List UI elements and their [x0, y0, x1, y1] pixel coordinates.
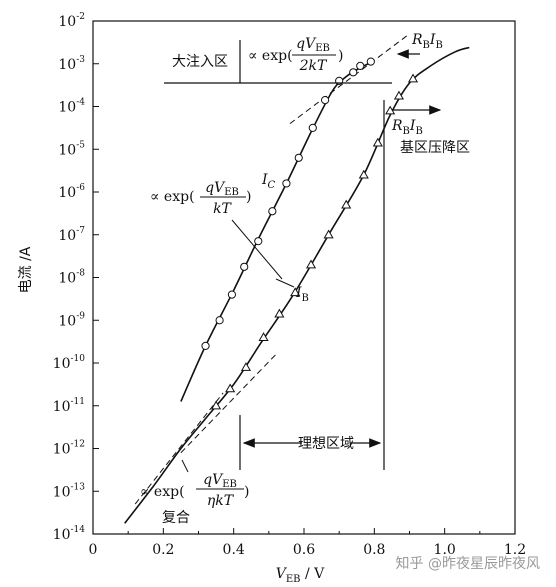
x-tick-label: 0.8 [363, 542, 385, 558]
asymptote-lines [134, 33, 410, 505]
y-tick-label: 10-2 [58, 12, 85, 30]
data-point-ic [268, 207, 277, 216]
y-tick-label: 10-4 [58, 98, 85, 116]
base-drop-label: 基区压降区 [400, 139, 470, 156]
data-point-ib [358, 169, 369, 179]
series-line-i-c [180, 60, 375, 402]
data-point-ib [407, 73, 419, 83]
data-point-ib [274, 308, 285, 318]
data-point-ic [366, 57, 375, 66]
exp-kt-num: qVEB [205, 180, 239, 198]
data-point-ib [240, 362, 252, 371]
recomb-num: qVEB [203, 472, 237, 490]
y-tick-label: 10-6 [58, 183, 85, 201]
rbib-top-label: RBIB [411, 32, 443, 51]
data-point-ic [321, 95, 330, 105]
exp-kt-formula: ∝ exp( [150, 189, 195, 205]
data-point-ic [201, 341, 210, 350]
x-axis-label: VEB / V [276, 566, 325, 585]
data-point-ib [258, 332, 269, 341]
data-point-ic [254, 237, 263, 246]
y-tick-label: 10-9 [58, 311, 85, 329]
y-tick-label: 10-10 [53, 354, 86, 372]
high-injection-formula: ∝ exp( [248, 48, 293, 64]
data-point-ic [215, 316, 224, 325]
data-point-ic [308, 123, 317, 132]
data-point-ic [240, 262, 249, 271]
watermark: 知乎 @昨夜星辰昨夜风 [396, 555, 540, 572]
y-tick-label: 10-14 [53, 525, 86, 543]
x-tick-label: 0.6 [293, 542, 315, 558]
data-point-ic [227, 290, 237, 299]
exp-kt-den: kT [213, 201, 232, 217]
y-axis-label: 电流 /A [18, 246, 34, 293]
data-point-ib [290, 287, 301, 297]
y-tick-label: 10-11 [53, 397, 85, 415]
recomb-close: ) [244, 484, 249, 500]
asymptote-recombination [134, 392, 224, 505]
y-tick-label: 10-5 [58, 140, 85, 158]
x-tick-label: 1.2 [504, 542, 526, 558]
x-tick-label: 0.4 [223, 542, 245, 558]
recomb-den: ηkT [207, 493, 235, 509]
y-tick-label: 10-12 [53, 440, 85, 458]
y-axis-ticks: 10-2 10-3 10-4 10-5 10-6 10-7 10-8 10-9 10-10 10-… [53, 12, 99, 543]
ib-pointer [275, 278, 295, 288]
y-tick-label: 10-8 [58, 269, 85, 287]
y-tick-label: 10-3 [58, 55, 85, 73]
x-tick-label: 0.2 [152, 542, 174, 558]
rbib-mid-label: RBIB [391, 118, 423, 137]
data-point-ib [225, 383, 236, 393]
data-point-ic [349, 68, 358, 77]
ic-label: IC [261, 172, 276, 191]
recomb-formula: ∝ exp( [140, 484, 185, 500]
y-tick-label: 10-7 [58, 226, 85, 244]
high-injection-close: ) [338, 48, 343, 64]
data-point-ib [341, 199, 352, 209]
ideal-region-label: 理想区域 [298, 436, 354, 452]
exp-kt-pointer [231, 219, 283, 280]
data-point-ic [294, 153, 303, 162]
recomb-pointer [181, 459, 189, 473]
y-tick-label: 10-13 [53, 482, 86, 500]
data-point-ib [393, 90, 405, 100]
series-line-i-b [124, 46, 470, 524]
data-point-ib [372, 137, 383, 147]
data-point-ic [282, 179, 291, 188]
exp-kt-close: ) [246, 189, 251, 205]
data-point-ib [211, 400, 222, 410]
high-injection-num: qVEB [296, 36, 330, 54]
asymptote-ideal-base [180, 354, 277, 454]
ib-label: IB [295, 285, 309, 304]
x-tick-label: 0 [89, 542, 98, 558]
x-axis-ticks: 0 0.2 0.4 0.6 0.8 1.0 1.2 [89, 528, 526, 558]
recombination-label: 复合 [162, 509, 190, 526]
data-point-ic [356, 61, 365, 70]
data-point-ib [305, 259, 317, 269]
high-injection-den: 2kT [299, 58, 328, 74]
data-point-ib [323, 229, 334, 239]
x-tick-label: 1.0 [434, 542, 456, 558]
asymptote-high-injection-collector [289, 33, 410, 124]
series-markers [201, 57, 419, 410]
high-injection-label: 大注入区 [172, 54, 228, 70]
